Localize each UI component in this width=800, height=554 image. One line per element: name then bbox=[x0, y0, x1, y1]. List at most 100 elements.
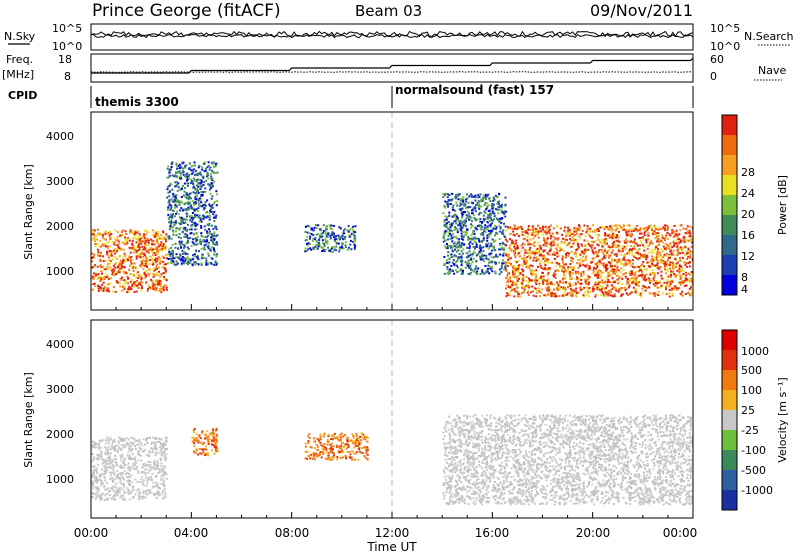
scatter-point bbox=[210, 239, 213, 242]
scatter-point bbox=[470, 226, 473, 229]
scatter-point bbox=[601, 251, 604, 254]
scatter-point bbox=[192, 185, 195, 188]
scatter-point bbox=[447, 221, 450, 223]
scatter-point bbox=[500, 268, 503, 270]
scatter-point bbox=[203, 244, 206, 247]
scatter-point bbox=[133, 291, 136, 293]
scatter-point bbox=[132, 286, 135, 289]
scatter-point bbox=[98, 245, 101, 248]
scatter-point bbox=[493, 224, 496, 227]
cpid-label: CPID bbox=[8, 89, 37, 102]
scatter-point bbox=[108, 471, 111, 474]
scatter-point bbox=[668, 288, 671, 291]
scatter-point bbox=[686, 252, 689, 255]
scatter-point bbox=[206, 245, 209, 248]
scatter-point bbox=[539, 227, 542, 230]
scatter-point bbox=[448, 214, 451, 217]
scatter-point bbox=[337, 234, 340, 237]
scatter-point bbox=[486, 235, 489, 238]
scatter-point bbox=[330, 228, 333, 231]
scatter-point bbox=[129, 441, 132, 444]
scatter-point bbox=[627, 294, 629, 296]
scatter-point bbox=[93, 272, 95, 275]
scatter-point bbox=[107, 442, 110, 445]
scatter-point bbox=[469, 271, 472, 274]
scatter-point bbox=[498, 206, 501, 209]
scatter-point bbox=[135, 461, 138, 464]
scatter-point bbox=[507, 284, 510, 287]
scatter-point bbox=[137, 244, 140, 247]
scatter-point bbox=[615, 239, 618, 242]
scatter-point bbox=[634, 227, 637, 230]
scatter-point bbox=[615, 255, 618, 257]
scatter-point bbox=[442, 240, 445, 243]
scatter-point bbox=[642, 278, 645, 281]
scatter-point bbox=[474, 265, 477, 268]
scatter-point bbox=[518, 295, 521, 298]
scatter-point bbox=[586, 294, 589, 297]
scatter-point bbox=[576, 227, 579, 230]
scatter-point bbox=[631, 281, 634, 284]
scatter-point bbox=[193, 164, 196, 167]
scatter-point bbox=[132, 458, 135, 461]
scatter-point bbox=[354, 236, 357, 239]
scatter-point bbox=[535, 230, 538, 233]
scatter-point bbox=[548, 289, 551, 292]
scatter-point bbox=[320, 229, 322, 232]
scatter-point bbox=[610, 227, 613, 229]
scatter-point bbox=[184, 187, 186, 189]
scatter-point bbox=[470, 257, 473, 260]
scatter-point bbox=[184, 252, 187, 255]
scatter-point bbox=[508, 238, 511, 241]
scatter-point bbox=[566, 292, 569, 295]
scatter-point bbox=[157, 282, 160, 285]
scatter-point bbox=[154, 464, 157, 467]
scatter-point bbox=[620, 287, 623, 290]
scatter-point bbox=[532, 259, 535, 262]
power-ytick-4000: 4000 bbox=[46, 130, 74, 143]
scatter-point bbox=[101, 243, 104, 246]
scatter-point bbox=[475, 260, 478, 263]
scatter-point bbox=[174, 242, 177, 245]
scatter-point bbox=[612, 232, 615, 235]
scatter-point bbox=[471, 224, 474, 227]
scatter-point bbox=[175, 253, 178, 256]
scatter-point bbox=[543, 279, 546, 281]
scatter-point bbox=[614, 224, 617, 227]
scatter-point bbox=[141, 252, 143, 255]
scatter-point bbox=[471, 194, 473, 197]
scatter-point bbox=[479, 241, 482, 244]
scatter-point bbox=[158, 468, 161, 471]
scatter-point bbox=[180, 207, 183, 210]
scatter-point bbox=[661, 277, 664, 280]
scatter-point bbox=[509, 286, 512, 289]
scatter-point bbox=[213, 210, 216, 213]
scatter-point bbox=[544, 260, 547, 262]
scatter-point bbox=[675, 264, 678, 267]
scatter-point bbox=[442, 195, 445, 198]
scatter-point bbox=[677, 250, 680, 253]
scatter-point bbox=[592, 252, 595, 255]
scatter-point bbox=[161, 249, 164, 252]
scatter-point bbox=[590, 230, 593, 233]
scatter-point bbox=[687, 291, 690, 294]
scatter-point bbox=[122, 496, 125, 499]
scatter-point bbox=[581, 245, 583, 247]
scatter-point bbox=[182, 171, 185, 174]
scatter-point bbox=[182, 194, 185, 197]
scatter-point bbox=[471, 220, 473, 223]
scatter-point bbox=[194, 188, 197, 191]
scatter-point bbox=[210, 234, 213, 237]
scatter-point bbox=[119, 278, 122, 281]
scatter-point bbox=[451, 206, 454, 209]
scatter-point bbox=[618, 259, 621, 262]
scatter-point bbox=[161, 247, 164, 250]
scatter-point bbox=[330, 224, 333, 227]
scatter-point bbox=[685, 274, 688, 277]
scatter-point bbox=[504, 203, 507, 206]
scatter-point bbox=[454, 209, 457, 212]
scatter-point bbox=[667, 275, 670, 278]
scatter-point bbox=[200, 185, 203, 188]
scatter-point bbox=[526, 236, 529, 239]
scatter-point bbox=[564, 270, 567, 273]
